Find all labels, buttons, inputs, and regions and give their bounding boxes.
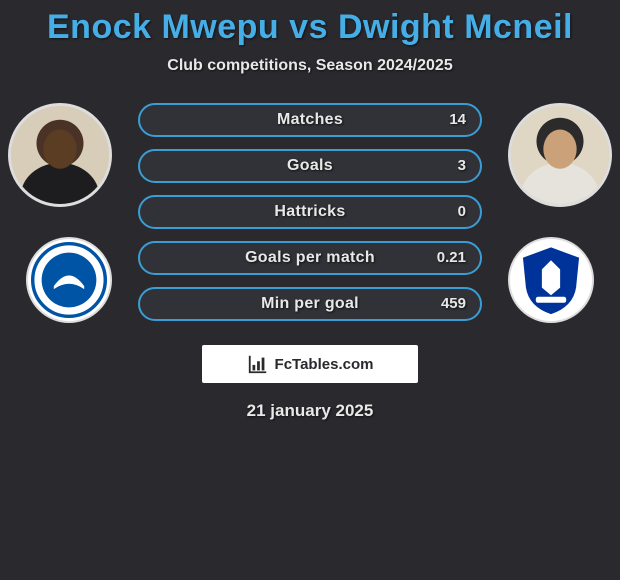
- stat-label: Matches: [140, 105, 480, 135]
- stats-list: Matches 14 Goals 3 Hattricks 0 Goals per…: [138, 103, 482, 333]
- stat-row: Goals per match 0.21: [138, 241, 482, 275]
- title-vs: vs: [289, 8, 328, 46]
- main-panel: Matches 14 Goals 3 Hattricks 0 Goals per…: [0, 103, 620, 333]
- stat-value-right: 14: [435, 105, 480, 135]
- player-right-avatar: [508, 103, 612, 207]
- avatar-placeholder-icon: [511, 106, 609, 204]
- stat-value-right: 3: [444, 151, 480, 181]
- player-left-club-badge: [26, 237, 112, 323]
- stat-row: Hattricks 0: [138, 195, 482, 229]
- stat-label: Goals: [140, 151, 480, 181]
- attribution-text: FcTables.com: [275, 356, 374, 373]
- stat-row: Goals 3: [138, 149, 482, 183]
- stat-value-right: 459: [427, 289, 480, 319]
- player-right-club-badge: [508, 237, 594, 323]
- stat-row: Matches 14: [138, 103, 482, 137]
- comparison-card: Enock Mwepu vs Dwight Mcneil Club compet…: [0, 0, 620, 580]
- title-player2: Dwight Mcneil: [338, 8, 573, 46]
- brighton-badge-icon: [31, 242, 107, 318]
- stat-label: Hattricks: [140, 197, 480, 227]
- player-left-avatar: [8, 103, 112, 207]
- stat-value-right: 0.21: [423, 243, 480, 273]
- date-text: 21 january 2025: [0, 401, 620, 421]
- chart-icon: [247, 353, 269, 375]
- stat-row: Min per goal 459: [138, 287, 482, 321]
- subtitle: Club competitions, Season 2024/2025: [0, 57, 620, 75]
- title-player1: Enock Mwepu: [47, 8, 279, 46]
- page-title: Enock Mwepu vs Dwight Mcneil: [0, 8, 620, 47]
- stat-value-right: 0: [444, 197, 480, 227]
- avatar-placeholder-icon: [11, 106, 109, 204]
- everton-badge-icon: [513, 242, 589, 318]
- attribution-badge: FcTables.com: [202, 345, 418, 383]
